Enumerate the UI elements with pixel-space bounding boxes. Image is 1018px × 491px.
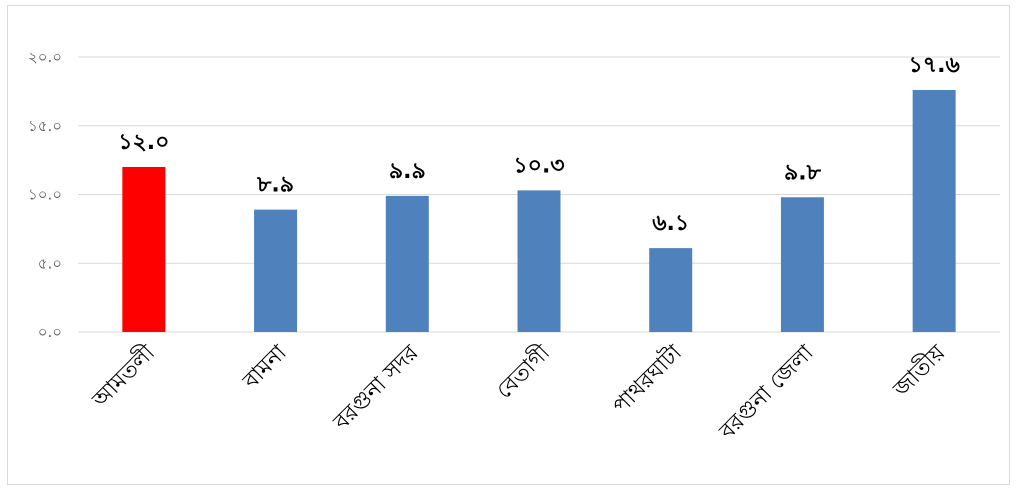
bar: [385, 195, 429, 332]
bar: [122, 167, 166, 332]
y-tick-label: ২০.০: [28, 48, 62, 66]
bar: [517, 190, 561, 332]
data-label: ৯.৯: [389, 159, 426, 184]
data-label: ১০.৩: [513, 153, 564, 178]
category-label: বেতাগী: [490, 339, 555, 404]
y-tick-label: ১০.০: [28, 186, 62, 204]
chart-frame: ০.০ ৫.০ ১০.০ ১৫.০ ২০.০ ১২.০ ৮.৯ ৯.৯ ১০.৩ ৬.১ ৯.৮ ১…: [7, 5, 1010, 485]
category-label: বরগুনা জেলা: [714, 340, 819, 445]
data-label: ১২.০: [118, 130, 169, 155]
category-labels: আমতলী বামনা বরগুনা সদর বেতাগী পাথরঘাটা বরগুনা…: [86, 338, 951, 445]
data-label: ৯.৮: [784, 160, 822, 185]
bar: [912, 90, 956, 332]
data-label: ৮.৯: [256, 173, 294, 198]
y-axis-tick-labels: ০.০ ৫.০ ১০.০ ১৫.০ ২০.০: [28, 48, 62, 341]
data-label: ১৭.৬: [909, 53, 960, 78]
y-tick-label: ৫.০: [38, 254, 62, 272]
y-tick-label: ০.০: [38, 323, 62, 341]
bar: [649, 248, 693, 332]
category-label: বরগুনা সদর: [328, 340, 424, 436]
bars: [122, 90, 956, 332]
bar: [780, 197, 824, 332]
category-label: আমতলী: [86, 339, 161, 414]
y-tick-label: ১৫.০: [28, 117, 62, 135]
category-label: পাথরঘাটা: [607, 339, 687, 419]
bar-chart: ০.০৫.০১০.০১৫.০২০.০ ১২.০৮.৯৯.৯ ১০.৩৬.১৯.৮১…: [28, 48, 1000, 445]
data-label: ৬.১: [652, 211, 689, 236]
category-label: জাতীয়: [887, 338, 951, 402]
bar: [254, 209, 298, 332]
data-labels: ১২.০ ৮.৯ ৯.৯ ১০.৩ ৬.১ ৯.৮ ১৭.৬: [118, 53, 960, 236]
category-label: বামনা: [238, 340, 292, 394]
